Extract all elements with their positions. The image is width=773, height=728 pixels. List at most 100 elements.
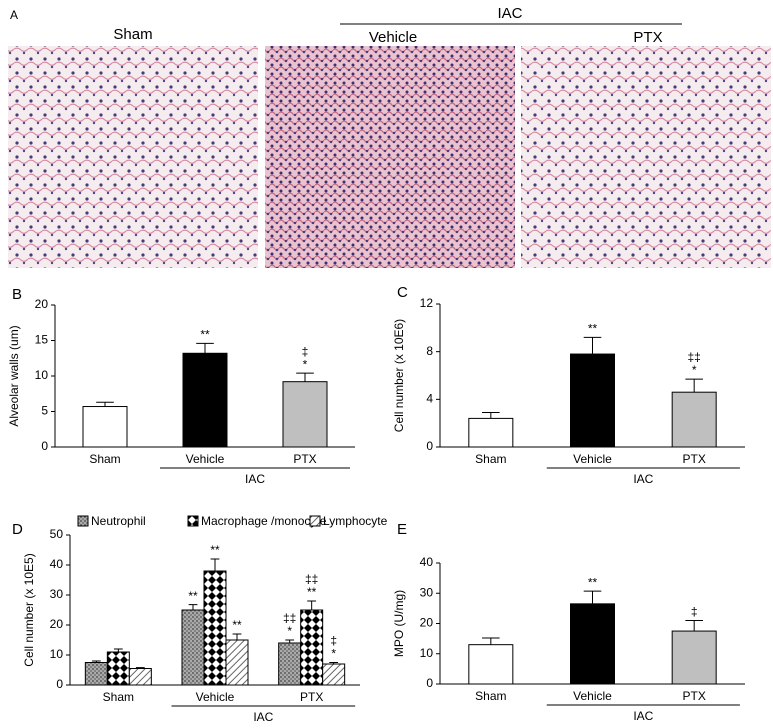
bar: [106, 651, 130, 686]
bar: [282, 381, 328, 448]
error-bar: [296, 372, 314, 382]
significance-marker: ‡: [691, 605, 698, 619]
error-bar: [583, 336, 602, 355]
error-bar: [113, 648, 123, 652]
error-bar: [210, 558, 220, 571]
y-tick-label: 30: [420, 585, 434, 599]
y-tick-label: 10: [35, 368, 49, 382]
error-bar: [685, 378, 703, 393]
bar: [671, 630, 717, 685]
bar: [182, 352, 228, 448]
x-tick-label: PTX: [293, 452, 316, 466]
y-tick-label: 30: [50, 587, 64, 601]
significance-marker: *: [287, 624, 292, 638]
y-axis-label: Cell number (x 10E5): [22, 553, 36, 666]
significance-marker: ‡: [302, 344, 309, 358]
group-label: IAC: [497, 5, 522, 22]
significance-marker: **: [588, 575, 598, 589]
bar: [300, 609, 324, 686]
significance-marker: **: [188, 589, 198, 603]
legend-swatch: [309, 515, 321, 527]
significance-marker: ‡: [330, 634, 337, 648]
bar: [570, 603, 615, 685]
group-label: IAC: [633, 472, 653, 486]
histology-image: [521, 46, 771, 268]
bar: [82, 406, 128, 448]
group-label: IAC: [253, 710, 273, 724]
y-tick-label: 20: [420, 616, 434, 630]
image-title: Sham: [113, 26, 152, 43]
error-bar: [583, 590, 602, 604]
error-bar: [196, 342, 214, 354]
significance-marker: **: [210, 543, 220, 557]
y-tick-label: 20: [50, 617, 64, 631]
y-axis-label: Alveolar walls (um): [7, 325, 21, 426]
x-tick-label: Vehicle: [573, 689, 612, 703]
bar: [181, 609, 205, 686]
significance-marker: **: [200, 328, 210, 342]
legend-label: Macrophage /monocyte: [201, 514, 327, 528]
panel-label: C: [397, 284, 408, 301]
histology-image: [265, 46, 515, 268]
bar: [128, 668, 152, 686]
significance-marker: **: [232, 618, 242, 632]
error-bar: [188, 604, 198, 610]
error-bar: [482, 411, 500, 419]
legend-label: Lymphocyte: [323, 514, 388, 528]
significance-marker: ‡‡: [687, 350, 700, 364]
y-tick-label: 0: [41, 439, 48, 453]
bar: [468, 644, 514, 685]
y-tick-label: 0: [56, 677, 63, 691]
bar: [225, 639, 249, 686]
y-tick-label: 40: [420, 555, 434, 569]
y-tick-label: 10: [50, 647, 64, 661]
significance-marker: *: [331, 647, 336, 661]
panel-label: B: [12, 286, 22, 303]
x-tick-label: Vehicle: [196, 690, 235, 704]
y-axis-label: Cell number (x 10E6): [392, 319, 406, 432]
error-bar: [285, 639, 295, 643]
significance-marker: **: [307, 585, 317, 599]
bar: [322, 663, 346, 686]
x-tick-label: Sham: [89, 452, 120, 466]
y-tick-label: 8: [426, 344, 433, 358]
legend-label: Neutrophil: [91, 514, 146, 528]
panel-label: E: [397, 521, 407, 538]
y-tick-label: 50: [50, 527, 64, 541]
x-tick-label: PTX: [300, 690, 323, 704]
panel-label: D: [12, 521, 23, 538]
bar: [570, 353, 615, 448]
significance-marker: *: [692, 363, 697, 377]
y-tick-label: 4: [426, 392, 433, 406]
group-label: IAC: [633, 709, 653, 723]
image-title: PTX: [633, 29, 662, 46]
bar: [278, 642, 302, 686]
y-tick-label: 15: [35, 333, 49, 347]
error-bar: [232, 633, 242, 640]
y-tick-label: 20: [35, 297, 49, 311]
x-tick-label: Sham: [103, 690, 134, 704]
significance-marker: ‡‡: [283, 611, 296, 625]
y-tick-label: 40: [50, 557, 64, 571]
y-tick-label: 0: [426, 676, 433, 690]
y-tick-label: 12: [420, 296, 434, 310]
y-axis-label: MPO (U/mg): [392, 590, 406, 657]
y-tick-label: 5: [41, 404, 48, 418]
significance-marker: **: [588, 322, 598, 336]
bar: [203, 570, 227, 686]
error-bar: [329, 662, 339, 664]
legend-swatch: [187, 515, 199, 527]
error-bar: [91, 660, 101, 663]
x-tick-label: PTX: [682, 689, 705, 703]
bar: [468, 417, 514, 448]
y-tick-label: 0: [426, 439, 433, 453]
x-tick-label: Sham: [475, 689, 506, 703]
significance-marker: ‡‡: [305, 572, 318, 586]
group-label: IAC: [245, 472, 265, 486]
histology-image: [8, 46, 258, 268]
x-tick-label: Vehicle: [186, 452, 225, 466]
x-tick-label: Vehicle: [573, 452, 612, 466]
x-tick-label: Sham: [475, 452, 506, 466]
y-tick-label: 10: [420, 646, 434, 660]
